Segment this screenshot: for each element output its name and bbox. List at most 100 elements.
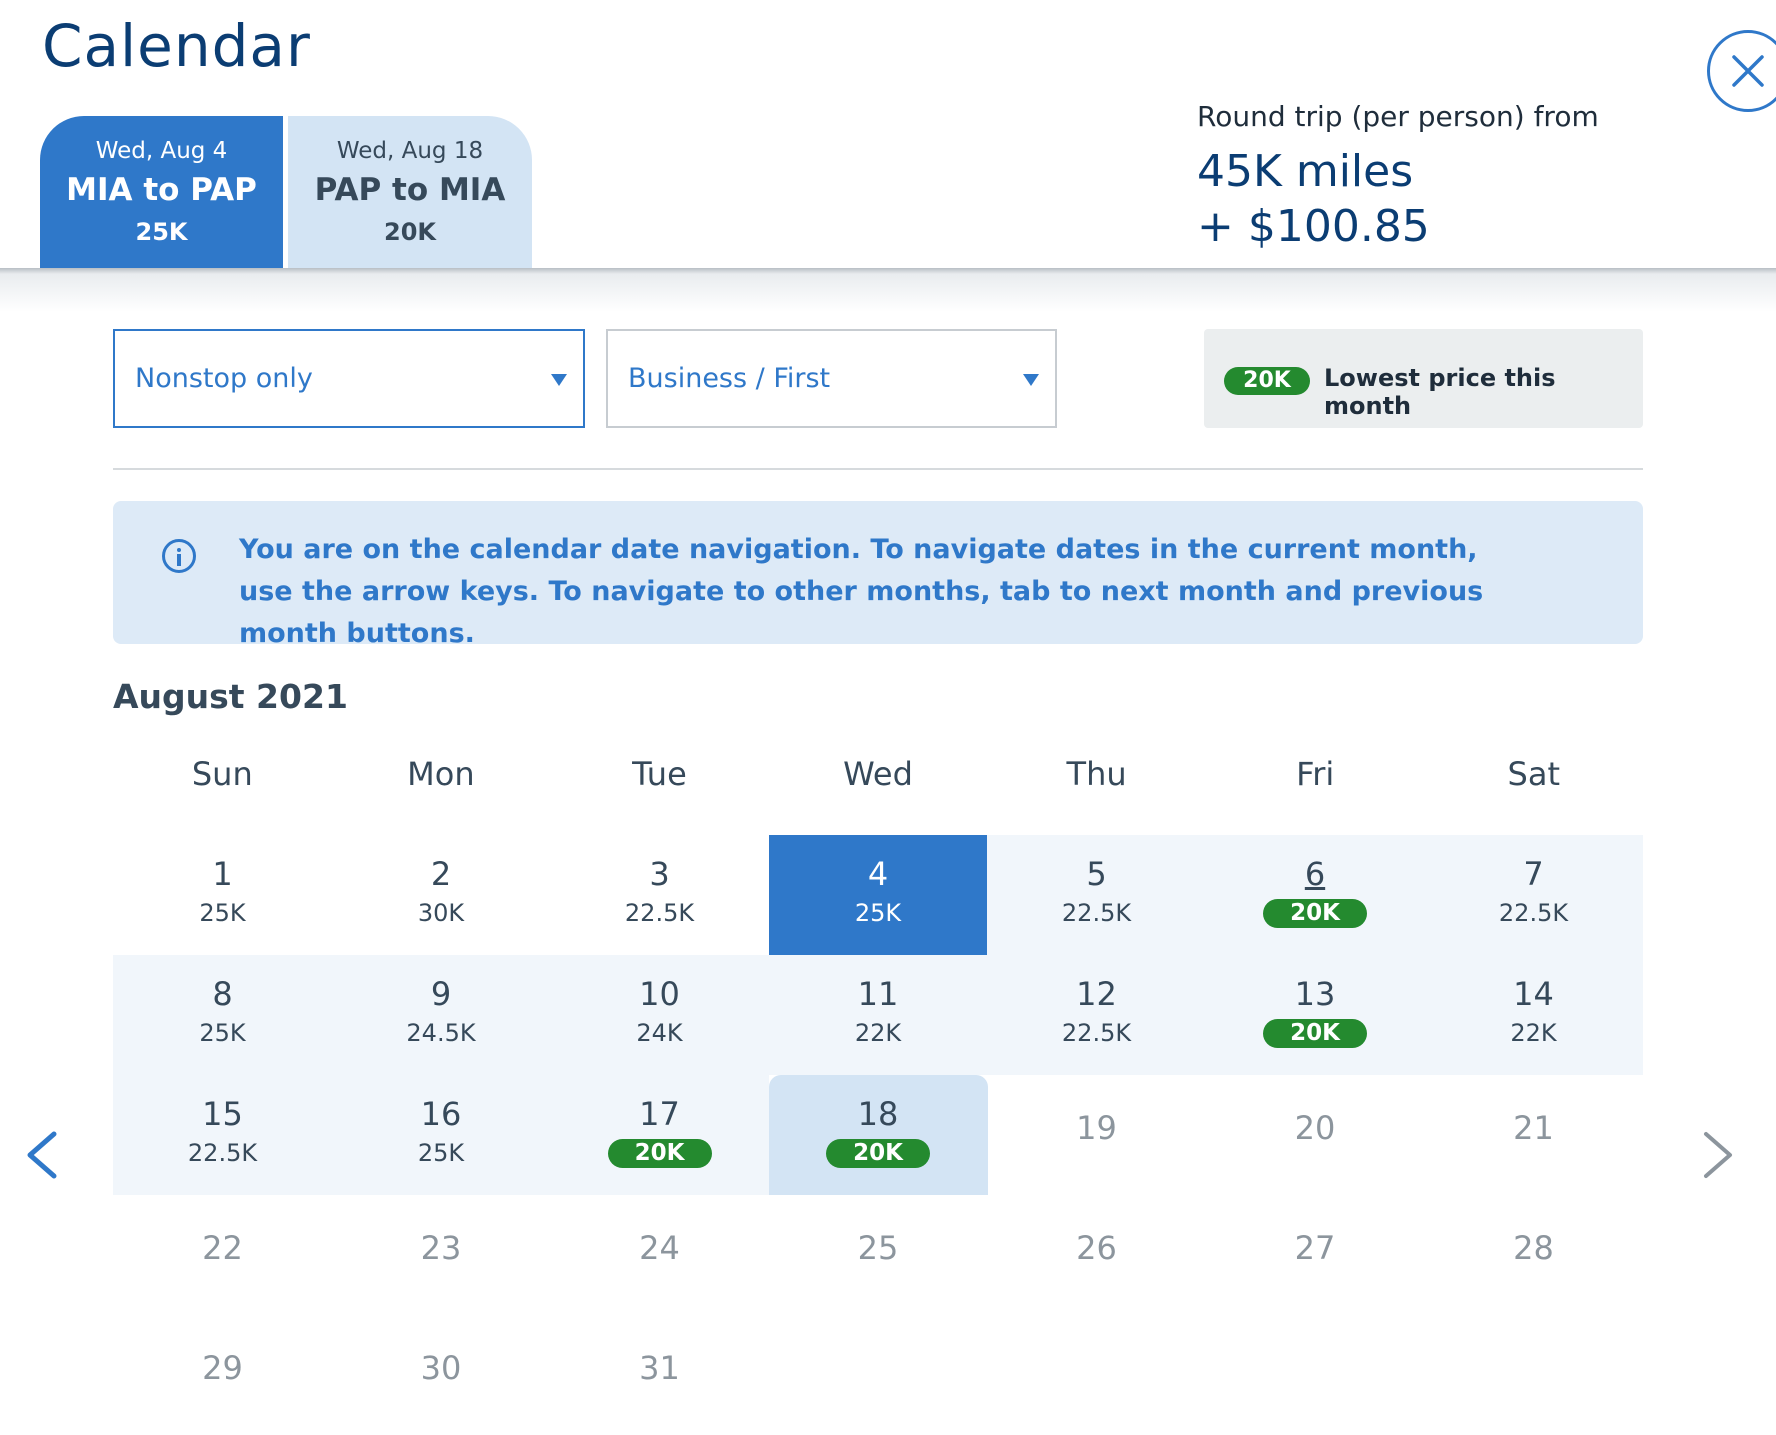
lowest-price-legend: 20K Lowest price this month — [1204, 329, 1643, 428]
tab-return-flight[interactable]: Wed, Aug 18 PAP to MIA 20K — [288, 116, 532, 268]
day-number: 7 — [1424, 855, 1643, 893]
info-icon — [162, 539, 196, 573]
day-price: 22.5K — [1061, 899, 1132, 927]
day-price: 25K — [854, 899, 902, 927]
day-number: 2 — [332, 855, 551, 893]
day-price: 22K — [1510, 1019, 1557, 1047]
day-number-text: 31 — [639, 1349, 680, 1387]
day-number: 23 — [332, 1229, 551, 1267]
lowest-price-pill: 20K — [1263, 1019, 1367, 1048]
tab-outbound-price: 25K — [135, 218, 188, 246]
day-number: 17 — [550, 1095, 769, 1133]
calendar-day-18[interactable]: 18 20K — [768, 1075, 988, 1195]
day-number-text: 22 — [202, 1229, 243, 1267]
day-price: 30K — [417, 899, 465, 927]
day-number: 6 — [1206, 855, 1425, 893]
weekday-sat: Sat — [1507, 755, 1560, 793]
calendar-day-30: 30 — [332, 1315, 551, 1435]
round-trip-label: Round trip (per person) from — [1197, 100, 1599, 133]
calendar-day-24: 24 — [550, 1195, 769, 1315]
weekday-tue: Tue — [632, 755, 687, 793]
day-number-text: 2 — [430, 855, 452, 893]
divider — [113, 468, 1643, 470]
tab-outbound-flight[interactable]: Wed, Aug 4 MIA to PAP 25K — [40, 116, 283, 268]
weekday-wed: Wed — [843, 755, 913, 793]
day-number-text: 19 — [1076, 1109, 1117, 1147]
day-number-text: 30 — [420, 1349, 462, 1387]
calendar-day-17[interactable]: 17 20K — [550, 1075, 769, 1195]
day-price: 25K — [199, 1019, 246, 1047]
calendar-day-5[interactable]: 5 22.5K — [987, 835, 1206, 955]
calendar-day-1[interactable]: 1 25K — [113, 835, 332, 955]
day-price: 22.5K — [1061, 1019, 1132, 1047]
day-number: 30 — [332, 1349, 551, 1387]
calendar-day-3[interactable]: 3 22.5K — [550, 835, 769, 955]
day-number: 29 — [113, 1349, 332, 1387]
day-number-text: 14 — [1513, 975, 1554, 1013]
calendar-day-4[interactable]: 4 25K — [768, 835, 988, 955]
caret-down-icon — [551, 374, 567, 386]
tab-return-price: 20K — [384, 218, 436, 246]
calendar-day-27: 27 — [1206, 1195, 1425, 1315]
day-number-text: 18 — [857, 1095, 899, 1133]
info-text: You are on the calendar date navigation.… — [239, 534, 1484, 649]
month-title: August 2021 — [113, 677, 348, 716]
day-number-text: 20 — [1294, 1109, 1336, 1147]
calendar-day-6[interactable]: 6 20K — [1205, 835, 1425, 955]
calendar-day-16[interactable]: 16 25K — [331, 1075, 551, 1195]
day-number: 10 — [550, 975, 769, 1013]
cabin-select[interactable]: Business / First — [606, 329, 1057, 428]
day-price: 22.5K — [1498, 899, 1569, 927]
calendar-day-15[interactable]: 15 22.5K — [113, 1075, 332, 1195]
day-number-text: 5 — [1086, 855, 1107, 893]
day-number: 12 — [987, 975, 1206, 1013]
lowest-price-pill: 20K — [826, 1139, 930, 1168]
calendar-day-11[interactable]: 11 22K — [768, 955, 988, 1075]
stops-select[interactable]: Nonstop only — [113, 329, 585, 428]
day-number: 9 — [332, 975, 551, 1013]
weekday-mon: Mon — [407, 755, 475, 793]
day-number: 13 — [1206, 975, 1425, 1013]
next-month-button[interactable] — [1690, 1120, 1750, 1190]
day-number-text: 6 — [1304, 855, 1326, 893]
calendar-day-7[interactable]: 7 22.5K — [1424, 835, 1643, 955]
day-number-text: 17 — [639, 1095, 680, 1133]
day-number: 3 — [550, 855, 769, 893]
day-number: 25 — [769, 1229, 988, 1267]
calendar-day-9[interactable]: 9 24.5K — [331, 955, 551, 1075]
day-price: 25K — [199, 899, 246, 927]
tab-return-route: PAP to MIA — [314, 172, 506, 208]
day-number: 26 — [987, 1229, 1206, 1267]
tab-outbound-route: MIA to PAP — [66, 172, 257, 208]
close-button[interactable] — [1707, 30, 1776, 112]
day-number-text: 13 — [1294, 975, 1336, 1013]
day-number-text: 21 — [1513, 1109, 1554, 1147]
calendar-day-20: 20 — [1206, 1075, 1425, 1195]
day-price: 22.5K — [187, 1139, 258, 1167]
calendar-day-31: 31 — [550, 1315, 769, 1435]
weekday-fri: Fri — [1296, 755, 1335, 793]
day-number-text: 11 — [857, 975, 899, 1013]
caret-down-icon — [1023, 374, 1039, 386]
chevron-left-icon — [27, 1131, 57, 1179]
stops-select-value: Nonstop only — [135, 363, 313, 394]
calendar-day-10[interactable]: 10 24K — [550, 955, 769, 1075]
day-number: 18 — [769, 1095, 988, 1133]
calendar-day-19: 19 — [987, 1075, 1206, 1195]
calendar-day-2[interactable]: 2 30K — [332, 835, 551, 955]
calendar-day-28: 28 — [1424, 1195, 1643, 1315]
chevron-right-icon — [1704, 1132, 1732, 1178]
day-number-text: 3 — [649, 855, 670, 893]
calendar-day-13[interactable]: 13 20K — [1205, 955, 1425, 1075]
tab-outbound-date: Wed, Aug 4 — [95, 138, 228, 164]
lowest-price-pill: 20K — [1224, 367, 1310, 395]
lowest-price-pill: 20K — [607, 1139, 712, 1168]
previous-month-button[interactable] — [10, 1120, 70, 1190]
calendar-day-8[interactable]: 8 25K — [113, 955, 332, 1075]
round-trip-miles: 45K miles — [1197, 146, 1414, 197]
day-number-text: 24 — [639, 1229, 680, 1267]
day-number-text: 7 — [1523, 855, 1544, 893]
calendar-day-14[interactable]: 14 22K — [1424, 955, 1643, 1075]
calendar-day-12[interactable]: 12 22.5K — [987, 955, 1206, 1075]
day-number: 31 — [550, 1349, 769, 1387]
